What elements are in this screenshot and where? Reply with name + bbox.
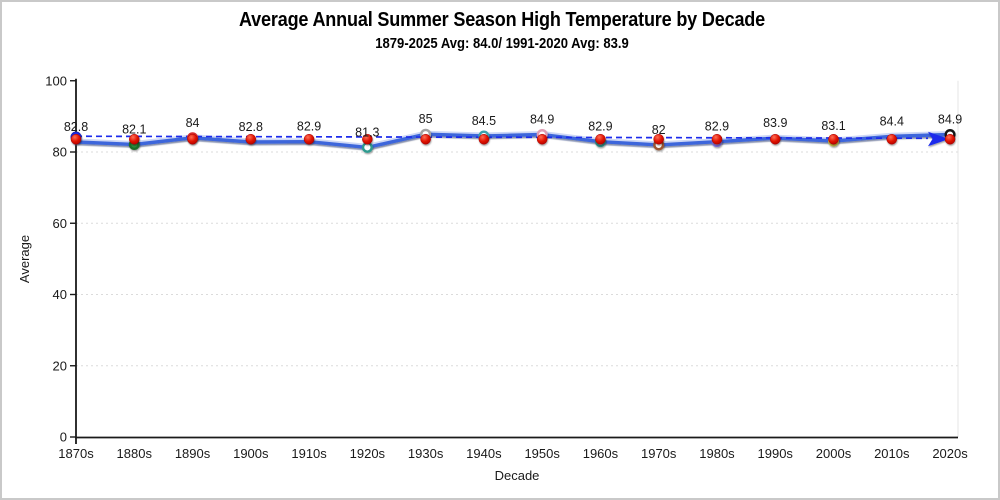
data-label: 82 — [652, 123, 666, 137]
x-tick-label: 1890s — [175, 446, 211, 461]
x-tick-label: 1920s — [350, 446, 386, 461]
y-tick-label: 80 — [53, 145, 67, 160]
y-tick-label: 60 — [53, 216, 67, 231]
avg-red-dot-marker — [478, 133, 490, 145]
y-tick-label: 20 — [53, 358, 67, 373]
data-label: 82.9 — [297, 120, 321, 134]
data-label: 82.9 — [588, 120, 612, 134]
data-label: 82.8 — [64, 120, 88, 134]
x-tick-label: 1940s — [466, 446, 502, 461]
x-tick-label: 1900s — [233, 446, 269, 461]
avg-red-dot-marker — [362, 133, 373, 145]
avg-red-dot-marker — [129, 133, 140, 145]
chart-title: Average Annual Summer Season High Temper… — [238, 8, 765, 31]
data-label: 84.4 — [880, 114, 904, 128]
x-tick-label: 1870s — [58, 446, 94, 461]
avg-red-dot-marker — [303, 133, 315, 145]
avg-red-dot-marker — [653, 133, 664, 145]
x-tick-label: 2010s — [874, 446, 910, 461]
data-label: 83.1 — [821, 119, 845, 133]
avg-red-dot-marker — [769, 133, 781, 145]
x-tick-label: 2000s — [816, 446, 852, 461]
x-axis-title: Decade — [495, 468, 540, 483]
data-label: 81.3 — [355, 125, 379, 139]
data-label: 84.9 — [530, 113, 554, 127]
x-tick-label: 1910s — [291, 446, 327, 461]
x-tick-label: 1880s — [117, 446, 153, 461]
data-label: 82.8 — [239, 120, 263, 134]
avg-red-dot-marker — [420, 133, 431, 145]
avg-red-dot-marker — [70, 133, 82, 145]
avg-red-dot-marker — [245, 133, 257, 145]
data-label: 84 — [186, 116, 200, 130]
y-tick-label: 0 — [60, 430, 67, 445]
x-tick-label: 2020s — [932, 446, 968, 461]
avg-red-dot-marker — [886, 133, 898, 145]
x-tick-label: 1950s — [524, 446, 560, 461]
avg-red-dot-marker — [944, 133, 956, 145]
x-tick-label: 1980s — [699, 446, 735, 461]
x-tick-label: 1990s — [758, 446, 794, 461]
x-tick-label: 1960s — [583, 446, 619, 461]
avg-red-dot-marker — [536, 133, 548, 145]
data-label: 82.9 — [705, 120, 729, 134]
x-tick-label: 1930s — [408, 446, 444, 461]
y-tick-label: 100 — [45, 73, 67, 88]
chart-subtitle: 1879-2025 Avg: 84.0/ 1991-2020 Avg: 83.9 — [375, 36, 629, 52]
avg-red-dot-marker — [187, 133, 198, 145]
data-label: 83.9 — [763, 116, 787, 130]
y-tick-label: 40 — [53, 287, 67, 302]
avg-red-dot-marker — [711, 133, 723, 145]
x-tick-label: 1970s — [641, 446, 677, 461]
y-axis-title: Average — [17, 235, 32, 283]
avg-red-dot-marker — [595, 133, 606, 145]
data-label: 82.1 — [122, 123, 146, 137]
data-label: 84.9 — [938, 113, 962, 127]
data-label: 84.5 — [472, 114, 496, 128]
avg-red-dot-marker — [828, 133, 839, 145]
data-label: 85 — [419, 112, 433, 126]
